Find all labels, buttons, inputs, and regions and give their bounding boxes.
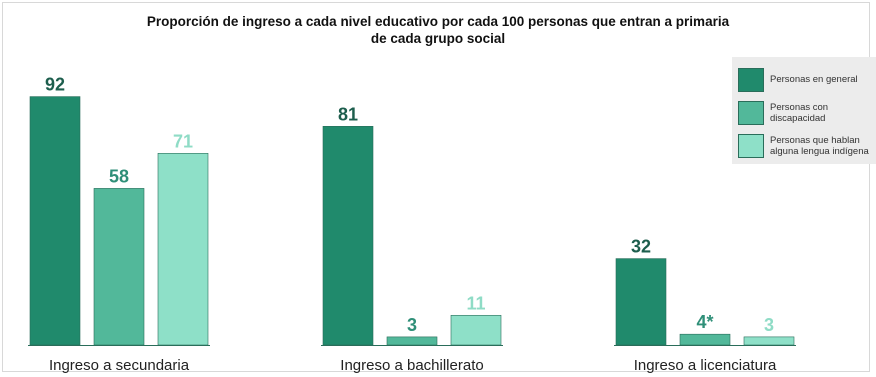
bar-3-series-1 (615, 258, 667, 346)
chart-frame (2, 2, 870, 372)
legend-swatch-general (738, 67, 764, 92)
bar-1-series-2 (93, 188, 145, 346)
bar-1-series-1 (29, 96, 81, 346)
category-label-2: Ingreso a bachillerato (340, 357, 483, 374)
legend-label-general: Personas en general (770, 74, 858, 85)
bar-1-series-3 (157, 153, 209, 346)
legend-item-general: Personas en general (738, 63, 876, 96)
category-label-3: Ingreso a licenciatura (634, 357, 777, 374)
chart-title-line-2: de cada grupo social (370, 31, 506, 46)
legend-label-discapacidad: Personas con discapacidad (770, 101, 829, 124)
data-label-3-series-2: 4* (696, 312, 713, 332)
bar-2-series-1 (322, 126, 374, 346)
chart-title-line-1: Proporción de ingreso a cada nivel educa… (146, 14, 730, 29)
legend-label-lengua-indigena: Personas que hablan alguna lengua indíge… (770, 134, 869, 157)
data-label-3-series-3: 3 (764, 315, 774, 335)
bar-3-series-2 (679, 333, 731, 346)
legend-item-lengua-indigena: Personas que hablan alguna lengua indíge… (738, 129, 876, 162)
category-label-1: Ingreso a secundaria (49, 357, 190, 374)
legend: Personas en general Personas con discapa… (732, 57, 876, 164)
data-label-2-series-3: 11 (466, 293, 485, 313)
legend-swatch-lengua-indigena (738, 133, 764, 158)
legend-item-discapacidad: Personas con discapacidad (738, 96, 876, 129)
data-label-1-series-3: 71 (173, 131, 193, 151)
bar-3-series-3 (743, 336, 795, 346)
bar-2-series-2 (386, 336, 438, 346)
data-label-3-series-1: 32 (631, 237, 651, 257)
data-label-1-series-1: 92 (45, 75, 65, 95)
data-label-2-series-1: 81 (338, 104, 358, 124)
data-label-2-series-2: 3 (407, 315, 417, 335)
data-label-1-series-2: 58 (109, 166, 129, 186)
legend-swatch-discapacidad (738, 100, 764, 125)
bar-2-series-3 (450, 314, 502, 346)
